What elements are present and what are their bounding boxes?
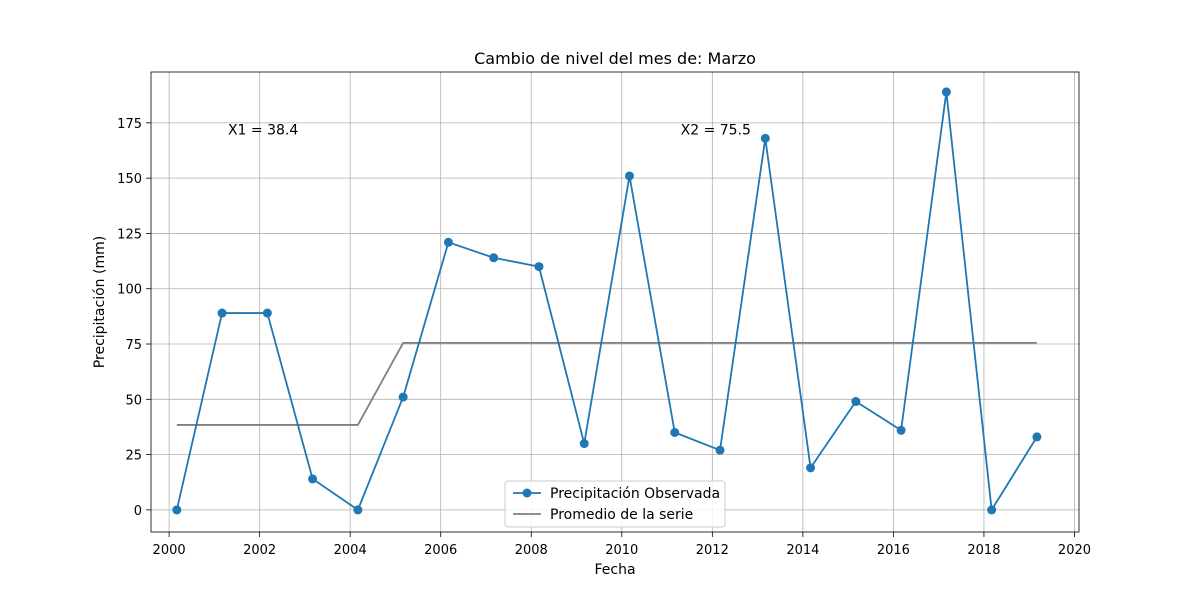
x-tick-label: 2008 [515,543,548,558]
legend-entry: Promedio de la serie [550,507,693,523]
x-tick-label: 2020 [1058,543,1091,558]
data-point [217,308,227,318]
x-tick-label: 2018 [967,543,1000,558]
series-line-0 [175,91,1038,511]
x-tick-label: 2002 [243,543,276,558]
x-tick-label: 2014 [786,543,819,558]
data-point [624,171,634,181]
grid [151,72,1079,532]
data-point [353,505,363,515]
y-tick-label: 0 [134,504,142,519]
y-tick-label: 25 [125,449,142,464]
x-tick-label: 2006 [424,543,457,558]
annotation-label: X2 = 75.5 [681,123,751,139]
y-tick-label: 100 [117,283,142,298]
data-point [534,262,544,272]
x-tick-label: 2004 [334,543,367,558]
y-tick-label: 50 [125,393,142,408]
legend: Precipitación Observada Promedio de la se… [504,480,726,528]
legend-box [504,480,726,528]
y-axis-label: Precipitación (mm) [92,236,108,368]
y-tick-label: 175 [117,117,142,132]
data-point [896,425,906,435]
data-point [941,87,951,97]
data-point [489,253,499,263]
data-point [715,445,725,455]
y-tick-label: 75 [125,338,142,353]
x-tick-label: 2000 [153,543,186,558]
x-tick-label: 2016 [877,543,910,558]
chart-title: Cambio de nivel del mes de: Marzo [474,49,756,68]
annotations: X1 = 38.4 X2 = 75.5 [228,123,751,139]
data-point [443,237,453,247]
legend-entry: Precipitación Observada [550,486,720,502]
plot-frame [150,71,1080,533]
legend-swatch-marker [522,488,532,498]
x-tick-label: 2012 [696,543,729,558]
series-line-1 [176,342,1037,426]
data-point [308,474,318,484]
series-layer [172,87,1042,515]
data-point [670,427,680,437]
y-tick-label: 125 [117,227,142,242]
annotation-label: X1 = 38.4 [228,123,298,139]
data-point [398,392,408,402]
x-tick-label: 2010 [605,543,638,558]
y-tick-label: 150 [117,172,142,187]
data-point [851,397,861,407]
data-point [579,439,589,449]
axes: 2000 2002 2004 2006 2008 2010 2012 2014 2016 2018… [117,71,1091,558]
data-point [262,308,272,318]
data-point [1032,432,1042,442]
data-point [806,463,816,473]
x-axis-label: Fecha [594,562,635,578]
data-point [172,505,182,515]
data-point [760,133,770,143]
data-point [987,505,997,515]
